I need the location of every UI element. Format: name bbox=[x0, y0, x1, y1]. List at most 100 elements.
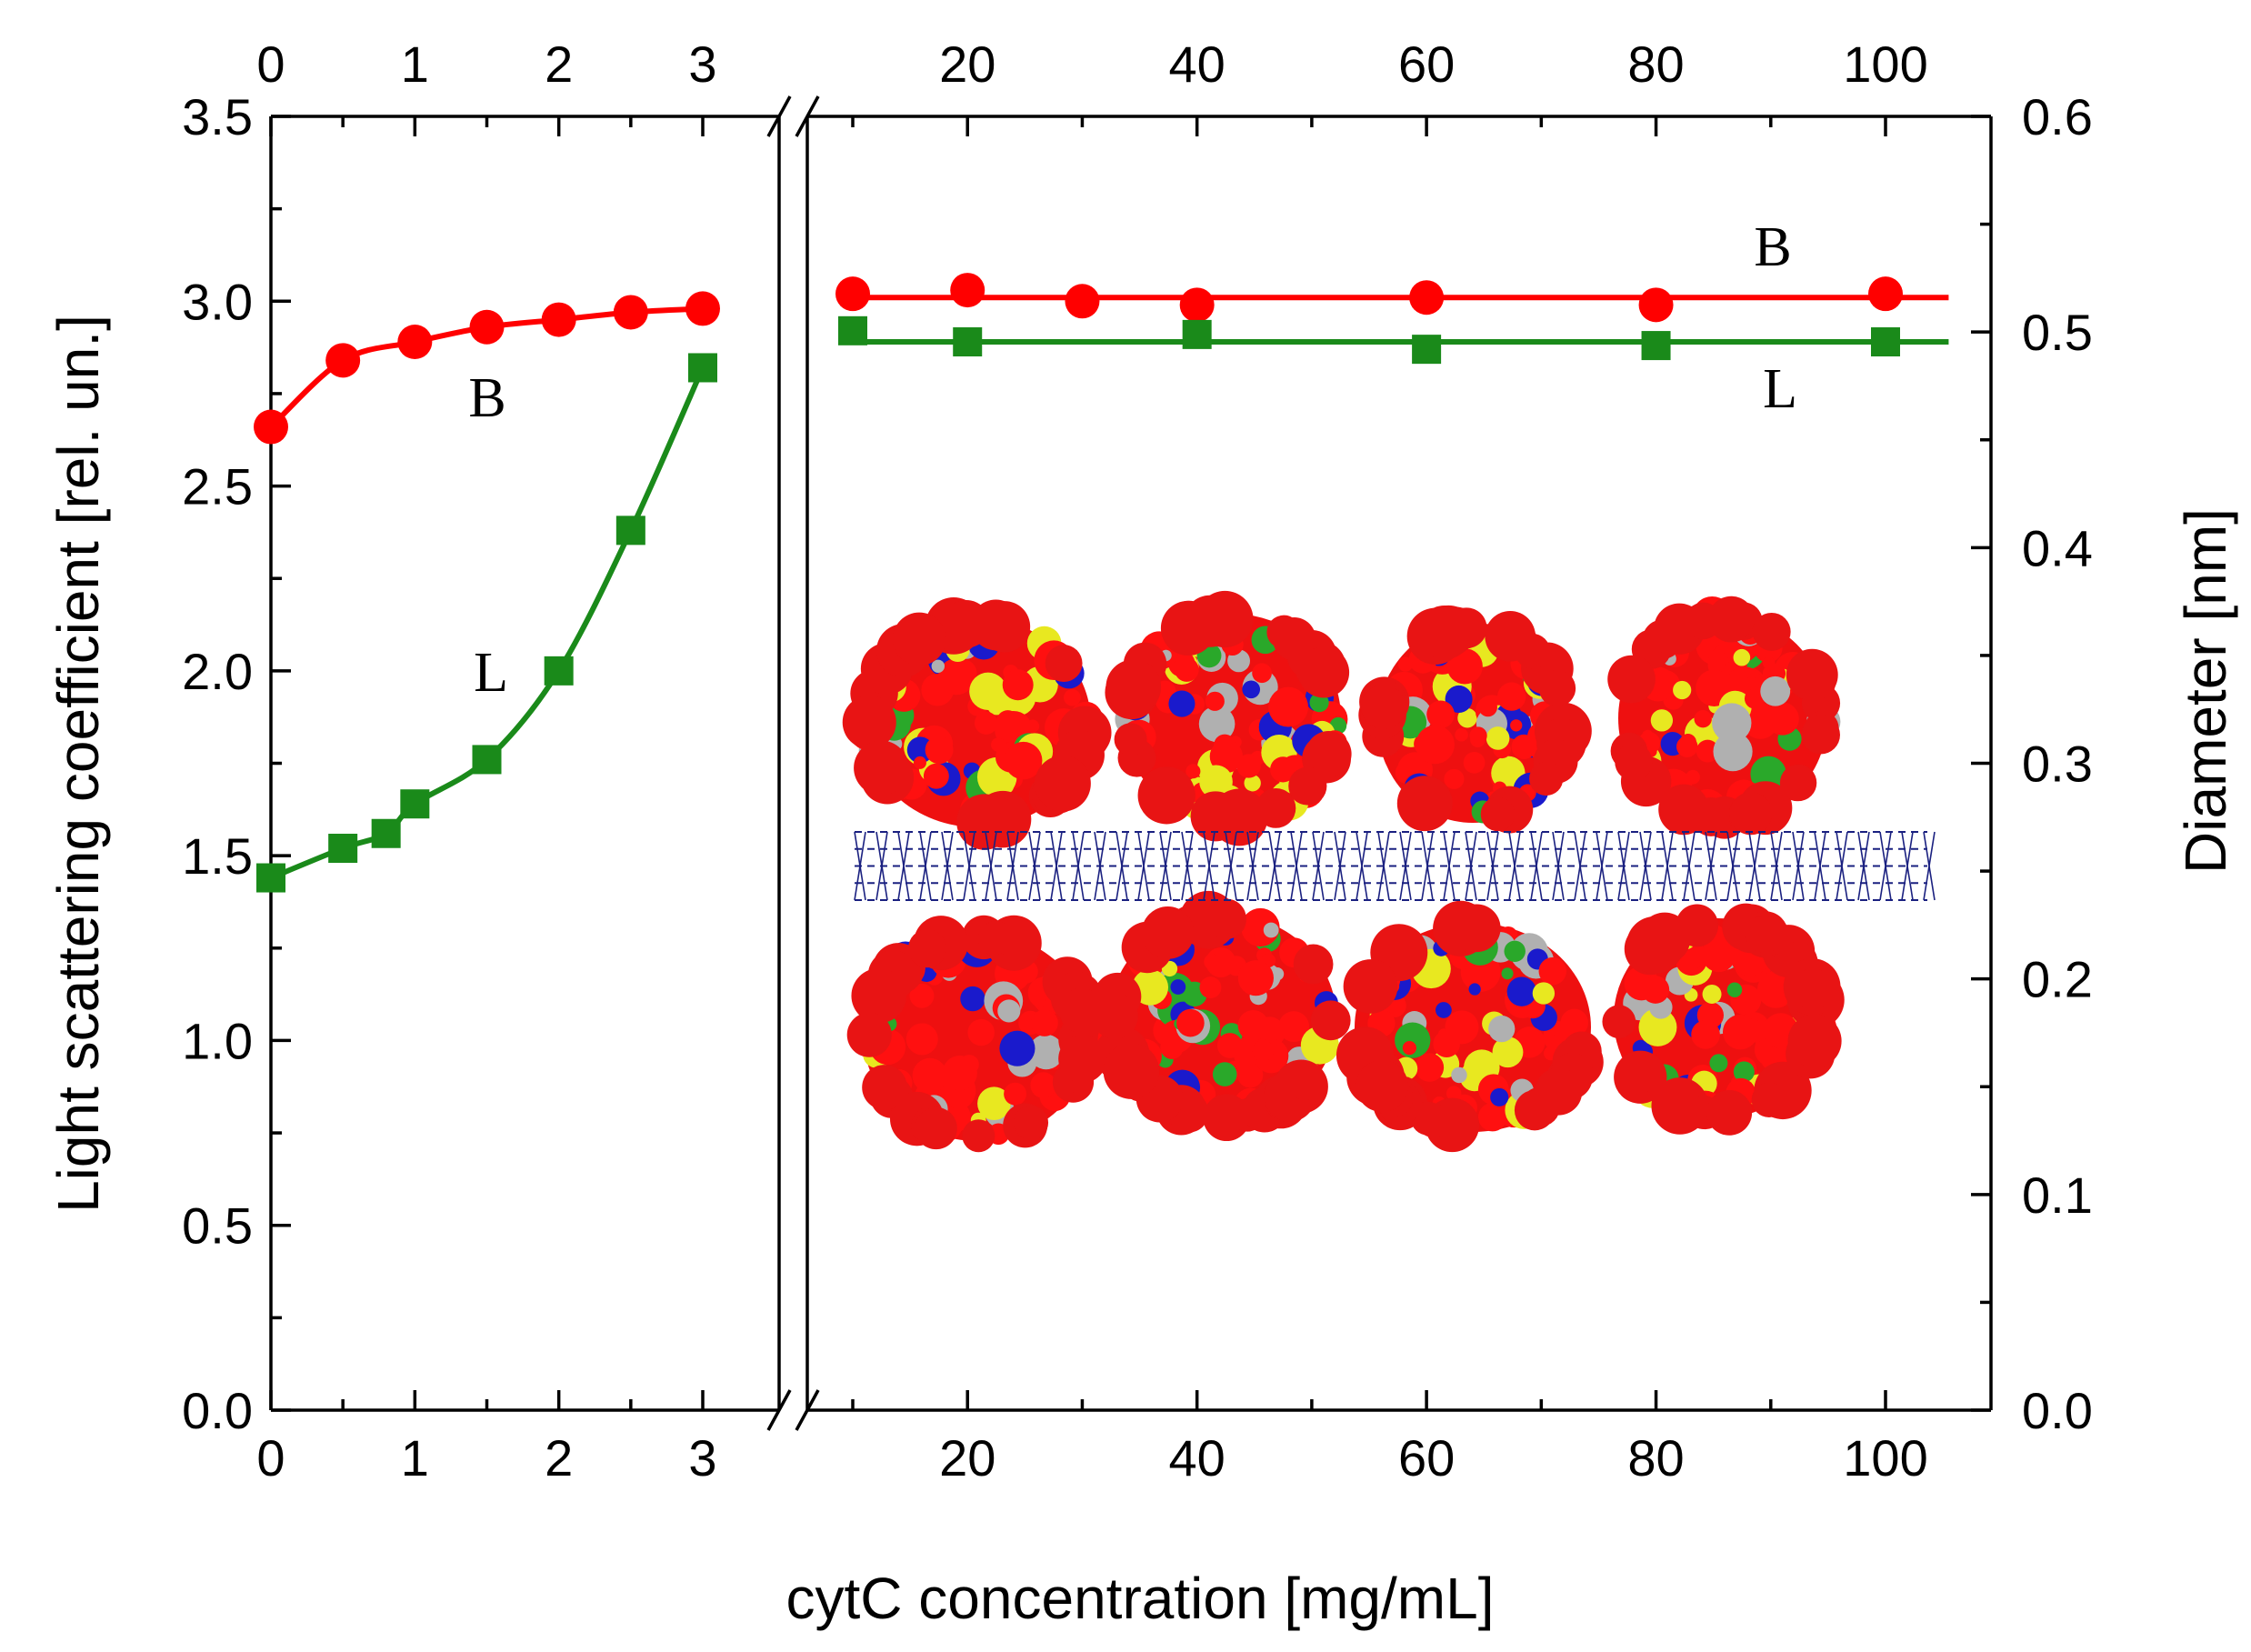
protein-atom bbox=[977, 922, 1012, 956]
nanotube-bond bbox=[1465, 831, 1477, 901]
protein-illustration bbox=[1602, 903, 1845, 1136]
labels-group: 0.00.51.01.52.02.53.03.50011223320204040… bbox=[45, 35, 2238, 1631]
protein-atom bbox=[846, 1012, 892, 1057]
nanotube-bond bbox=[963, 831, 975, 901]
data-point-L bbox=[1182, 319, 1212, 349]
nanotube-bond bbox=[941, 831, 954, 901]
protein-atom bbox=[1488, 1015, 1516, 1043]
y2-tick-label: 0.4 bbox=[2022, 519, 2093, 576]
protein-atom bbox=[1004, 741, 1043, 780]
nanotube-bond bbox=[1225, 831, 1237, 901]
protein-atom bbox=[1751, 1082, 1787, 1118]
x-axis-title: cytC concentration [mg/mL] bbox=[786, 1566, 1495, 1631]
protein-atom bbox=[1415, 1053, 1445, 1082]
protein-atom bbox=[1452, 904, 1501, 953]
nanotube-bond bbox=[985, 831, 997, 901]
protein-atom bbox=[1729, 792, 1773, 836]
y-tick-label: 0.0 bbox=[182, 1382, 253, 1439]
protein-atom bbox=[1673, 680, 1692, 700]
protein-atom bbox=[925, 736, 954, 765]
protein-atom bbox=[1176, 1008, 1205, 1037]
protein-atom bbox=[1252, 1039, 1275, 1062]
protein-atom bbox=[1477, 1102, 1507, 1132]
y-axis-title: Light scattering coefficient [rel. un.] bbox=[45, 315, 111, 1213]
x-top-tick-label: 40 bbox=[1169, 35, 1226, 93]
protein-atom bbox=[1801, 715, 1840, 755]
protein-atom bbox=[1490, 1087, 1509, 1106]
protein-atom bbox=[1298, 646, 1350, 698]
protein-illustration bbox=[1358, 605, 1592, 834]
protein-illustration bbox=[1607, 596, 1841, 839]
protein-atom bbox=[1199, 765, 1233, 799]
protein-atom bbox=[960, 986, 985, 1012]
protein-atom bbox=[1529, 761, 1564, 796]
protein-atom bbox=[1638, 1007, 1677, 1046]
nanotube-bond bbox=[1006, 831, 1019, 901]
nanotube-bond bbox=[1879, 831, 1892, 901]
protein-atom bbox=[1209, 739, 1244, 774]
y2-tick-label: 0.6 bbox=[2022, 88, 2093, 145]
data-point-B bbox=[613, 295, 648, 330]
protein-atom bbox=[1198, 706, 1236, 743]
nanotube-bond bbox=[1530, 831, 1543, 901]
protein-atom bbox=[1244, 775, 1261, 792]
protein-atom bbox=[1478, 697, 1497, 717]
nanotube-bond bbox=[1552, 831, 1565, 901]
protein-atom bbox=[1492, 1036, 1524, 1068]
protein-atom bbox=[1105, 659, 1162, 715]
x-top-tick-label: 80 bbox=[1627, 35, 1684, 93]
protein-atom bbox=[1002, 669, 1034, 701]
protein-atom bbox=[1237, 1009, 1269, 1041]
data-point-B bbox=[1179, 287, 1215, 323]
protein-atom bbox=[1696, 739, 1719, 763]
protein-atom bbox=[1709, 1054, 1728, 1073]
axis-break-mark bbox=[795, 95, 820, 137]
protein-atom bbox=[1650, 709, 1674, 732]
nanotube-bond bbox=[1748, 831, 1761, 901]
nanotube-bond bbox=[1377, 831, 1390, 901]
nanotube-bond bbox=[1268, 831, 1281, 901]
protein-atom bbox=[967, 1018, 995, 1046]
series-label-L-left: L bbox=[474, 642, 508, 704]
protein-atom bbox=[1436, 1002, 1452, 1018]
protein-atom bbox=[1626, 916, 1684, 974]
axes-group bbox=[269, 95, 1993, 1431]
protein-illustration bbox=[1105, 590, 1352, 846]
data-point-L bbox=[615, 516, 645, 546]
protein-atom bbox=[1205, 691, 1225, 711]
nanotube-bond bbox=[1137, 831, 1150, 901]
nanotube-bond bbox=[1181, 831, 1194, 901]
protein-atom bbox=[1538, 956, 1566, 986]
nanotube-bond bbox=[1814, 831, 1826, 901]
protein-atom bbox=[1446, 648, 1483, 685]
protein-atom bbox=[942, 1056, 977, 1091]
nanotube-bond bbox=[1203, 831, 1216, 901]
protein-atom bbox=[1713, 732, 1753, 772]
protein-atom bbox=[1035, 755, 1091, 812]
protein-atom bbox=[1417, 606, 1472, 660]
data-point-L bbox=[1412, 335, 1442, 365]
protein-atom bbox=[1170, 979, 1186, 995]
axis-break-mask bbox=[783, 96, 804, 136]
protein-atom bbox=[999, 1030, 1035, 1066]
nanotube-bond bbox=[1639, 831, 1652, 901]
y-tick-label: 3.0 bbox=[182, 273, 253, 330]
protein-atom bbox=[1679, 733, 1696, 751]
protein-atom bbox=[1497, 682, 1526, 711]
protein-atom bbox=[1031, 1009, 1058, 1036]
protein-atom bbox=[1252, 663, 1272, 684]
data-point-B bbox=[835, 276, 870, 312]
data-point-L bbox=[328, 834, 358, 864]
series-group bbox=[254, 273, 1949, 893]
protein-atom bbox=[1733, 648, 1751, 666]
protein-atom bbox=[1204, 954, 1220, 970]
x-top-tick-label: 1 bbox=[401, 35, 429, 93]
protein-atom bbox=[1685, 602, 1722, 640]
nanotube-bond bbox=[1421, 831, 1434, 901]
protein-atom bbox=[1501, 967, 1514, 980]
protein-atom bbox=[1726, 982, 1743, 997]
protein-atom bbox=[1722, 1014, 1758, 1050]
protein-atom bbox=[1686, 769, 1700, 785]
protein-atom bbox=[1535, 1067, 1583, 1116]
nanotube-bond bbox=[1246, 831, 1259, 901]
